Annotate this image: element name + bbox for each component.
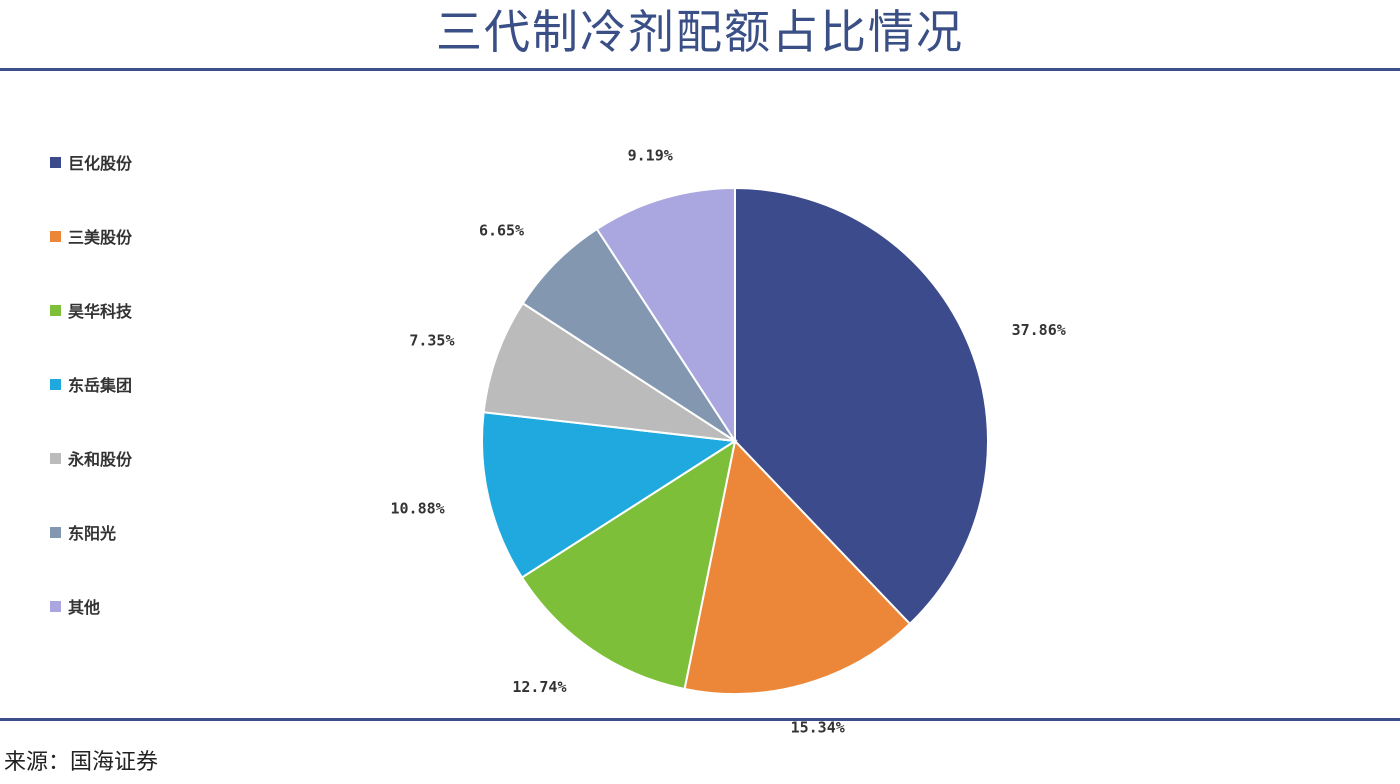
legend-item: 昊华科技 (50, 298, 132, 322)
slice-data-label: 6.65% (479, 222, 524, 240)
chart-title: 三代制冷剂配额占比情况 (436, 5, 964, 59)
slice-data-label: 12.74% (512, 678, 566, 696)
legend-swatch (50, 304, 61, 316)
legend-label: 昊华科技 (68, 302, 133, 321)
slice-data-label: 10.88% (391, 499, 445, 517)
legend-label: 东岳集团 (68, 376, 133, 395)
legend-label: 其他 (68, 598, 101, 617)
slice-data-label: 9.19% (628, 146, 673, 164)
legend-swatch (50, 526, 61, 538)
legend-item: 其他 (50, 594, 100, 618)
legend-label: 三美股份 (68, 228, 133, 247)
legend-swatch (50, 600, 61, 612)
legend-swatch (50, 156, 61, 168)
slice-data-label: 7.35% (409, 331, 454, 349)
slice-data-label: 15.34% (791, 718, 845, 736)
pie-slice (520, 438, 737, 691)
pie-slice (595, 186, 736, 445)
bottom-divider (0, 718, 1400, 721)
legend-item: 东阳光 (50, 520, 116, 544)
pie-slice (734, 186, 989, 626)
legend-item: 巨化股份 (50, 150, 132, 174)
legend-item: 永和股份 (50, 446, 132, 470)
legend-label: 永和股份 (68, 450, 133, 469)
legend-swatch (50, 230, 61, 242)
legend-swatch (50, 378, 61, 390)
pie-slice (481, 411, 738, 579)
top-divider (0, 68, 1400, 71)
pie-slice (683, 438, 912, 695)
legend-item: 三美股份 (50, 224, 132, 248)
legend-label: 巨化股份 (68, 154, 133, 173)
slice-data-label: 37.86% (1012, 321, 1066, 339)
source-note: 来源：国海证券 (4, 750, 159, 775)
legend-label: 东阳光 (68, 524, 117, 543)
legend-item: 东岳集团 (50, 372, 132, 396)
pie-slice (482, 301, 736, 442)
legend-swatch (50, 452, 61, 464)
